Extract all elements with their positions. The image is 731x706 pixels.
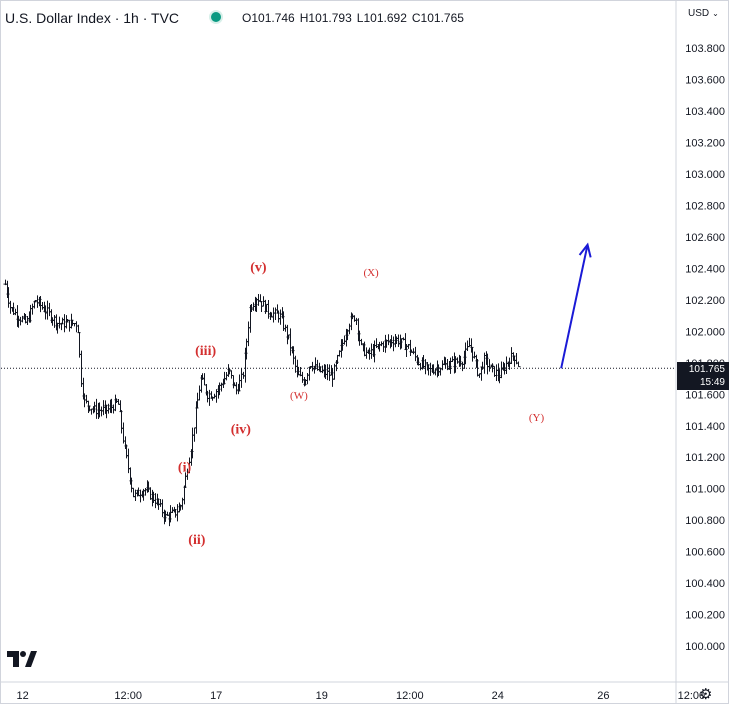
currency-selector[interactable]: USD ⌄	[688, 8, 719, 19]
y-tick-label: 103.000	[685, 169, 725, 181]
tradingview-logo-icon[interactable]	[7, 651, 37, 667]
y-tick-label: 100.000	[685, 641, 725, 653]
chart-title[interactable]: U.S. Dollar Index · 1h · TVC	[5, 10, 180, 26]
bar-countdown: 15:49	[699, 377, 725, 388]
y-tick-label: 102.600	[685, 232, 725, 244]
ohlc-close-key: C	[411, 11, 421, 25]
gear-icon[interactable]: ⚙	[699, 686, 713, 703]
y-tick-label: 102.800	[685, 200, 725, 212]
currency-label: USD	[688, 8, 710, 19]
y-tick-label: 100.200	[685, 610, 725, 622]
x-tick-label: 12	[16, 690, 28, 702]
y-tick-label: 101.400	[685, 421, 725, 433]
x-tick-label: 26	[597, 690, 609, 702]
ohlc-legend: O 101.746 H 101.793 L 101.692 C 101.765	[242, 9, 469, 27]
x-tick-label: 12:00	[678, 690, 706, 702]
x-tick-label: 12:00	[114, 690, 142, 702]
wave-label: (W)	[290, 390, 308, 402]
wave-label: (v)	[250, 261, 267, 276]
x-tick-label: 12:00	[396, 690, 424, 702]
chevron-down-icon: ⌄	[712, 9, 719, 18]
wave-label: (iii)	[195, 344, 216, 359]
ohlc-close-value: 101.765	[420, 11, 464, 25]
y-tick-label: 100.600	[685, 547, 725, 559]
y-tick-label: 100.400	[685, 578, 725, 590]
y-tick-label: 101.000	[685, 484, 725, 496]
ohlc-open-value: 101.746	[251, 11, 295, 25]
ohlc-high-value: 101.793	[308, 11, 352, 25]
y-tick-label: 103.400	[685, 106, 725, 118]
y-tick-label: 102.000	[685, 326, 725, 338]
projection-arrow-line	[560, 244, 589, 369]
current-price-value: 101.765	[688, 364, 725, 375]
x-tick-label: 17	[210, 690, 222, 702]
x-tick-label: 19	[316, 690, 328, 702]
wave-label: (i)	[178, 460, 192, 475]
y-tick-label: 101.200	[685, 452, 725, 464]
wave-label: (X)	[363, 267, 379, 279]
y-tick-label: 102.400	[685, 263, 725, 275]
y-tick-label: 103.600	[685, 74, 725, 86]
ohlc-open-key: O	[242, 11, 252, 25]
wave-label: (ii)	[188, 533, 205, 548]
ohlc-low-value: 101.692	[363, 11, 407, 25]
wave-label: (Y)	[529, 412, 545, 424]
y-tick-label: 103.800	[685, 43, 725, 55]
market-status-icon	[211, 12, 221, 22]
y-tick-label: 101.600	[685, 389, 725, 401]
ohlc-low-key: L	[356, 11, 364, 25]
ohlc-high-key: H	[299, 11, 309, 25]
wave-label: (iv)	[231, 423, 252, 438]
y-tick-label: 100.800	[685, 515, 725, 527]
projection-arrow-head	[578, 242, 592, 258]
x-tick-label: 24	[492, 690, 504, 702]
y-tick-label: 103.200	[685, 137, 725, 149]
y-tick-label: 102.200	[685, 295, 725, 307]
current-price-label: 101.765 15:49	[677, 362, 729, 390]
